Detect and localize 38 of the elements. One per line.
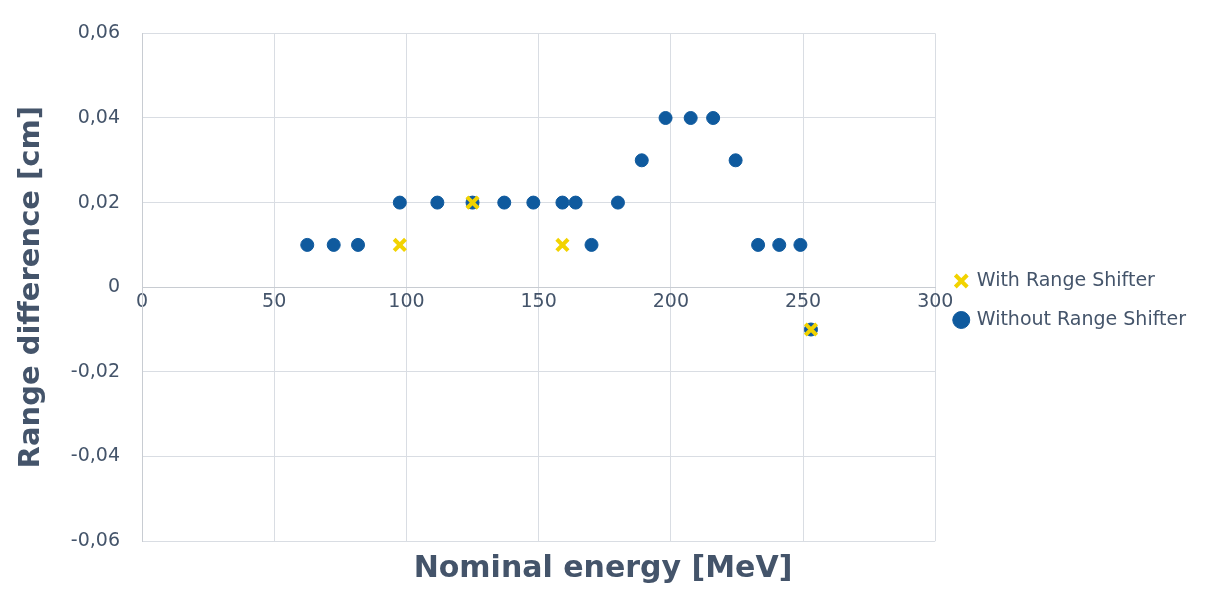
point — [706, 111, 721, 125]
x-tick-label: 100 — [388, 288, 425, 311]
point — [392, 195, 407, 210]
x-tick-label: 300 — [917, 288, 954, 311]
point — [392, 237, 408, 253]
y-tick-label: -0,06 — [70, 527, 120, 550]
point — [584, 237, 599, 252]
point — [610, 195, 625, 210]
point — [554, 237, 571, 253]
point — [772, 237, 787, 252]
legend-label: With Range Shifter — [976, 267, 1156, 290]
y-tick-label: 0,02 — [77, 189, 120, 212]
point — [497, 195, 512, 210]
point — [751, 237, 766, 252]
y-tick-label: -0,02 — [70, 358, 120, 381]
x-tick-label: 150 — [520, 288, 557, 311]
x-tick-label: 250 — [784, 288, 822, 311]
y-tick-label: 0 — [107, 274, 120, 297]
y-tick-label: 0,04 — [77, 104, 120, 127]
legend-label: Without Range Shifter — [976, 306, 1187, 329]
point — [658, 111, 673, 125]
point — [683, 111, 698, 125]
point — [728, 153, 743, 168]
point — [326, 237, 341, 252]
x-tick-label: 50 — [262, 288, 287, 311]
x-axis-title: Nominal energy [MeV] — [413, 548, 793, 584]
point — [634, 153, 649, 168]
point — [300, 237, 315, 252]
point — [526, 195, 541, 210]
point — [351, 237, 366, 252]
point — [555, 195, 570, 210]
x-tick-label: 200 — [652, 288, 689, 311]
y-axis-title: Range difference [cm] — [11, 105, 46, 469]
point — [430, 195, 445, 210]
y-tick-label: 0,06 — [77, 20, 120, 43]
point — [793, 237, 808, 252]
y-tick-label: -0,04 — [70, 443, 120, 466]
point — [568, 195, 583, 210]
